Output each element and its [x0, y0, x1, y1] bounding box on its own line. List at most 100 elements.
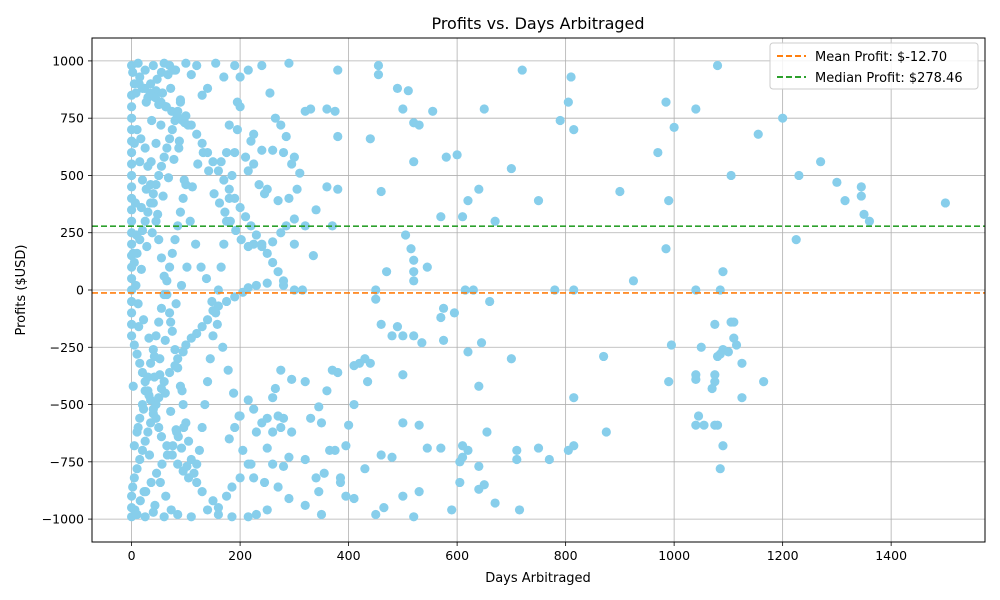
- data-point: [243, 65, 253, 75]
- data-point: [512, 454, 522, 465]
- data-point: [341, 441, 351, 451]
- data-point: [142, 241, 152, 252]
- reference-lines: [92, 225, 985, 294]
- data-point: [135, 413, 145, 423]
- data-point: [127, 491, 137, 501]
- data-point: [306, 104, 316, 114]
- data-point: [189, 468, 199, 478]
- data-point: [262, 505, 272, 515]
- data-point: [601, 427, 611, 437]
- data-point: [192, 129, 202, 139]
- data-point: [335, 473, 346, 483]
- data-point: [373, 70, 384, 80]
- y-axis-title: Profits ($USD): [14, 244, 29, 335]
- data-point: [718, 267, 728, 277]
- data-point: [135, 157, 145, 167]
- data-point: [341, 491, 351, 501]
- data-point: [599, 351, 609, 362]
- data-point: [251, 280, 261, 291]
- data-point: [712, 420, 723, 430]
- data-point: [664, 377, 674, 387]
- data-point: [202, 83, 213, 93]
- data-point: [308, 251, 318, 261]
- data-point: [693, 411, 704, 421]
- data-point: [414, 120, 424, 130]
- data-point: [726, 170, 736, 181]
- data-point: [333, 65, 343, 75]
- data-point: [615, 186, 625, 197]
- data-point: [216, 157, 226, 167]
- data-point: [144, 390, 154, 400]
- data-point: [710, 370, 720, 380]
- data-point: [436, 212, 446, 222]
- data-point: [197, 322, 207, 332]
- data-point: [230, 422, 240, 433]
- data-point: [731, 340, 742, 350]
- data-point: [710, 319, 720, 329]
- data-point: [200, 399, 210, 410]
- data-point: [174, 136, 184, 146]
- data-point: [137, 445, 148, 455]
- data-point: [170, 344, 180, 355]
- data-point: [144, 333, 154, 343]
- y-tick-label: −500: [50, 397, 84, 412]
- data-point: [129, 340, 139, 350]
- data-point: [268, 459, 278, 469]
- data-point: [661, 244, 671, 254]
- data-point: [278, 413, 289, 423]
- data-point: [449, 308, 460, 318]
- data-point: [183, 436, 194, 446]
- data-point: [227, 482, 237, 492]
- data-point: [140, 436, 150, 446]
- data-point: [257, 145, 267, 155]
- x-tick-label: 600: [445, 548, 469, 563]
- data-point: [316, 509, 327, 520]
- data-point: [360, 354, 370, 364]
- data-point: [214, 198, 225, 208]
- data-point: [145, 358, 156, 368]
- data-point: [150, 500, 160, 510]
- data-point: [712, 60, 723, 71]
- data-point: [262, 278, 272, 288]
- data-point: [723, 347, 733, 357]
- data-point: [409, 276, 419, 286]
- data-point: [216, 262, 226, 272]
- data-point: [236, 235, 246, 245]
- x-tick-label: 1000: [658, 548, 690, 563]
- data-point: [168, 441, 178, 451]
- data-point: [156, 432, 167, 442]
- data-point: [194, 445, 205, 455]
- data-point: [284, 493, 294, 504]
- data-point: [422, 443, 432, 453]
- data-point: [230, 147, 240, 158]
- data-point: [166, 83, 176, 93]
- data-point: [156, 303, 167, 313]
- data-point: [330, 106, 340, 116]
- data-point: [173, 459, 183, 469]
- data-point: [202, 377, 213, 387]
- data-point: [259, 477, 270, 488]
- data-point: [387, 452, 397, 462]
- data-point: [136, 264, 146, 274]
- data-point: [398, 418, 408, 428]
- data-point: [406, 244, 416, 254]
- data-point: [227, 170, 237, 181]
- data-point: [224, 434, 234, 444]
- data-point: [192, 60, 202, 71]
- data-point: [287, 159, 297, 169]
- data-point: [167, 326, 177, 336]
- data-point: [155, 477, 165, 488]
- data-point: [141, 487, 151, 497]
- data-point: [414, 487, 424, 497]
- data-point: [400, 230, 411, 240]
- data-point: [193, 159, 203, 169]
- data-point: [178, 399, 188, 410]
- data-point: [182, 262, 192, 272]
- data-point: [179, 175, 189, 185]
- data-point: [170, 65, 181, 75]
- data-point: [322, 104, 332, 114]
- data-point: [314, 487, 324, 497]
- data-point: [213, 509, 224, 520]
- data-point: [398, 104, 408, 114]
- data-point: [131, 280, 141, 291]
